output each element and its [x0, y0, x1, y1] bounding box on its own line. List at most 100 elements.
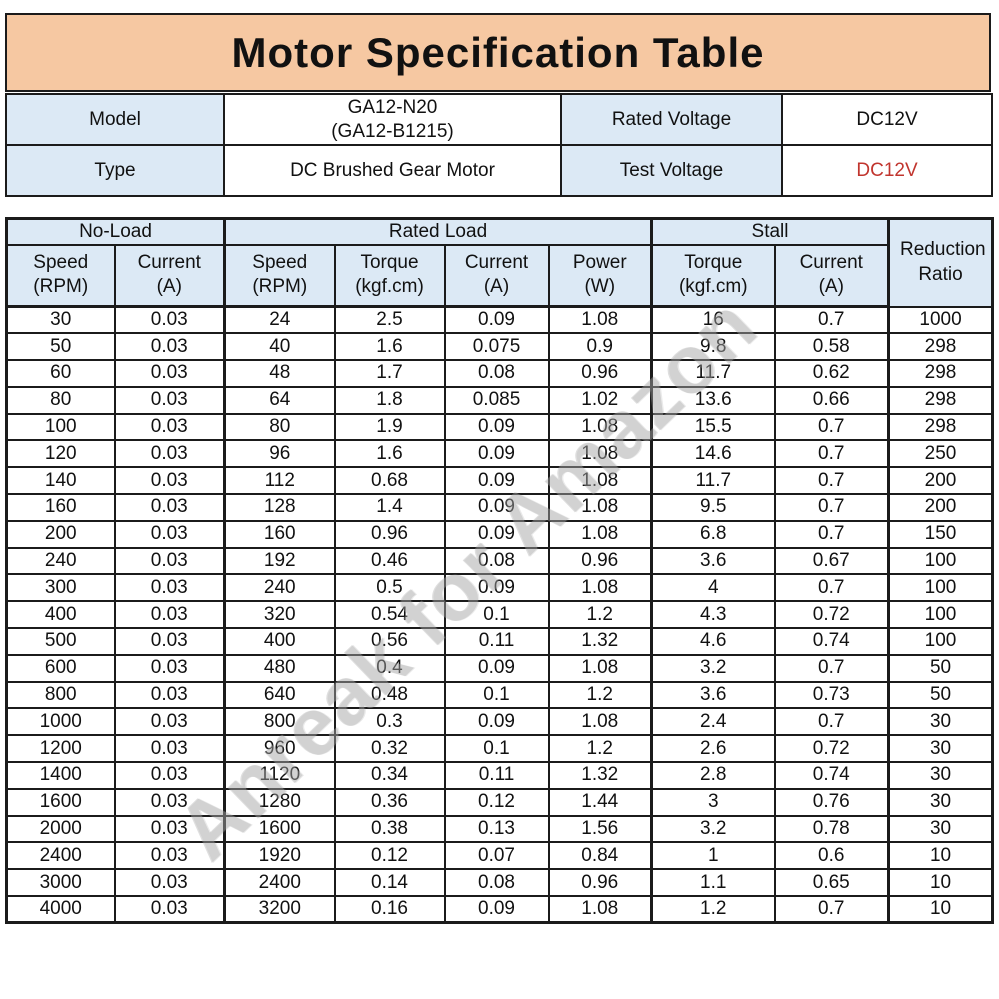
spec-cell: 3.6	[650, 680, 776, 710]
spec-cell: 3	[650, 787, 776, 817]
spec-cell: 0.085	[443, 385, 550, 415]
spec-cell: 0.1	[443, 680, 550, 710]
spec-cell: 60	[5, 359, 116, 388]
info-table: Model GA12-N20 (GA12-B1215) Rated Voltag…	[5, 93, 993, 197]
spec-cell: 0.09	[443, 895, 550, 924]
spec-cell: 0.09	[443, 493, 550, 522]
spec-cell: 1920	[223, 841, 336, 871]
spec-cell: 14.6	[650, 439, 776, 469]
spec-cell: 480	[223, 653, 336, 683]
spec-cell: 0.7	[773, 519, 890, 549]
group-header-stall: Stall	[650, 217, 890, 246]
spec-cell: 0.03	[113, 305, 226, 335]
spec-cell: 298	[887, 385, 994, 415]
spec-cell: 0.36	[333, 787, 446, 817]
spec-cell: 0.38	[333, 814, 446, 844]
spec-cell: 0.96	[333, 519, 446, 549]
spec-cell: 1.08	[547, 519, 653, 549]
spec-cell: 0.7	[773, 412, 890, 442]
spec-cell: 1000	[887, 305, 994, 335]
info-row-type: Type DC Brushed Gear Motor Test Voltage …	[5, 144, 993, 197]
spec-cell: 0.09	[443, 439, 550, 469]
spec-cell: 1.44	[547, 787, 653, 817]
spec-cell: 1.08	[547, 707, 653, 737]
spec-table: No-Load Rated Load Stall Reduction Ratio…	[5, 217, 995, 925]
spec-cell: 298	[887, 332, 994, 362]
spec-cell: 0.09	[443, 305, 550, 335]
spec-cell: 2.8	[650, 761, 776, 790]
spec-cell: 1	[650, 841, 776, 871]
spec-cell: 4.6	[650, 627, 776, 656]
spec-cell: 1.08	[547, 653, 653, 683]
page-title: Motor Specification Table	[5, 13, 991, 92]
spec-cell: 1400	[5, 761, 116, 790]
spec-cell: 300	[5, 573, 116, 603]
spec-cell: 1120	[223, 761, 336, 790]
spec-cell: 192	[223, 546, 336, 576]
spec-cell: 0.11	[443, 627, 550, 656]
spec-cell: 30	[887, 814, 994, 844]
spec-cell: 0.03	[113, 787, 226, 817]
spec-cell: 13.6	[650, 385, 776, 415]
spec-cell: 0.96	[547, 359, 653, 388]
spec-cell: 0.03	[113, 680, 226, 710]
spec-cell: 2000	[5, 814, 116, 844]
spec-cell: 1.2	[547, 734, 653, 764]
rated-voltage-value: DC12V	[781, 93, 993, 146]
column-header: Speed (RPM)	[223, 243, 336, 308]
spec-cell: 9.8	[650, 332, 776, 362]
table-row: 1600 0.03 1280 0.36 0.12 1.44 3 0.76 30	[5, 787, 994, 817]
column-header: Speed (RPM)	[5, 243, 116, 308]
spec-cell: 15.5	[650, 412, 776, 442]
spec-cell: 30	[887, 734, 994, 764]
model-value-line2: (GA12-B1215)	[331, 120, 454, 142]
spec-cell: 0.54	[333, 600, 446, 630]
type-value: DC Brushed Gear Motor	[223, 144, 562, 197]
spec-cell: 0.78	[773, 814, 890, 844]
rated-voltage-label: Rated Voltage	[560, 93, 783, 146]
table-row: 600 0.03 480 0.4 0.09 1.08 3.2 0.7 50	[5, 653, 994, 683]
spec-cell: 0.09	[443, 412, 550, 442]
spec-cell: 160	[223, 519, 336, 549]
spec-cell: 0.58	[773, 332, 890, 362]
spec-cell: 10	[887, 868, 994, 898]
spec-cell: 0.5	[333, 573, 446, 603]
spec-cell: 1.08	[547, 305, 653, 335]
spec-cell: 30	[5, 305, 116, 335]
spec-cell: 0.09	[443, 707, 550, 737]
spec-cell: 2400	[223, 868, 336, 898]
spec-cell: 0.03	[113, 493, 226, 522]
spec-cell: 0.1	[443, 600, 550, 630]
group-header-no-load: No-Load	[5, 217, 226, 246]
spec-cell: 0.03	[113, 466, 226, 496]
group-header-rated-load: Rated Load	[223, 217, 653, 246]
table-row: 1200 0.03 960 0.32 0.1 1.2 2.6 0.72 30	[5, 734, 994, 764]
spec-cell: 0.03	[113, 707, 226, 737]
spec-cell: 0.03	[113, 895, 226, 924]
spec-cell: 0.46	[333, 546, 446, 576]
spec-cell: 40	[223, 332, 336, 362]
spec-cell: 1.6	[333, 332, 446, 362]
spec-cell: 3000	[5, 868, 116, 898]
type-label: Type	[5, 144, 225, 197]
spec-cell: 0.03	[113, 546, 226, 576]
column-header: Current (A)	[113, 243, 226, 308]
spec-cell: 0.9	[547, 332, 653, 362]
column-header: Current (A)	[773, 243, 890, 308]
spec-cell: 0.76	[773, 787, 890, 817]
spec-cell: 1.2	[547, 680, 653, 710]
spec-cell: 0.12	[333, 841, 446, 871]
spec-cell: 0.13	[443, 814, 550, 844]
spec-cell: 100	[887, 546, 994, 576]
table-row: 120 0.03 96 1.6 0.09 1.08 14.6 0.7 250	[5, 439, 994, 469]
spec-cell: 10	[887, 841, 994, 871]
spec-cell: 0.34	[333, 761, 446, 790]
table-row: 2400 0.03 1920 0.12 0.07 0.84 1 0.6 10	[5, 841, 994, 871]
spec-cell: 140	[5, 466, 116, 496]
spec-cell: 298	[887, 412, 994, 442]
spec-cell: 10	[887, 895, 994, 924]
spec-cell: 0.66	[773, 385, 890, 415]
spec-cell: 1.6	[333, 439, 446, 469]
spec-cell: 0.03	[113, 519, 226, 549]
spec-cell: 50	[5, 332, 116, 362]
